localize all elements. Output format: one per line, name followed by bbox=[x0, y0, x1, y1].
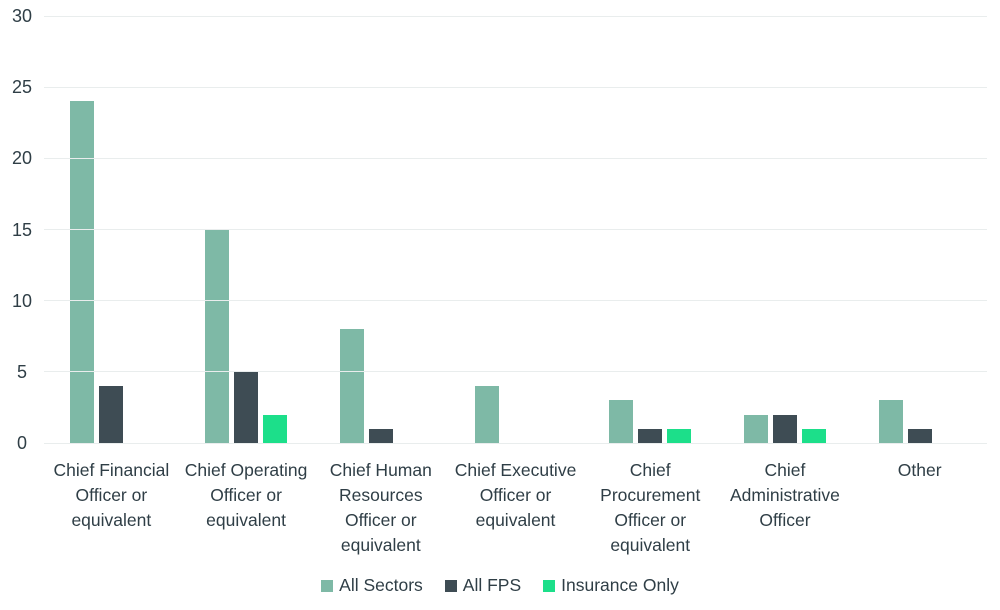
legend-swatch-all-sectors bbox=[321, 579, 334, 592]
gridline-0 bbox=[44, 442, 987, 444]
bar-all-fps bbox=[638, 428, 663, 443]
bar-all-sectors bbox=[743, 414, 768, 443]
bar-all-sectors bbox=[339, 329, 364, 443]
bar-all-sectors bbox=[609, 400, 634, 443]
bar-group-chief-operating-officer-or-equ bbox=[179, 16, 314, 443]
bar-all-fps bbox=[772, 414, 797, 443]
x-axis-category-label: Chief Financial Officer or equivalent bbox=[53, 460, 170, 530]
legend-label: All Sectors bbox=[339, 575, 423, 595]
bar-group-chief-administrative-officer bbox=[718, 16, 853, 443]
x-axis-category-label: Chief Administrative Officer bbox=[730, 460, 840, 530]
x-axis-category-label: Chief Operating Officer or equivalent bbox=[184, 460, 308, 530]
bar-group-chief-human-resources-officer- bbox=[313, 16, 448, 443]
legend-swatch-all-fps bbox=[444, 579, 457, 592]
legend-label: All FPS bbox=[462, 575, 522, 595]
x-axis-category-label: Chief Human Resources Officer or equival… bbox=[329, 460, 432, 555]
gridline-20 bbox=[44, 157, 987, 159]
bar-all-sectors bbox=[70, 101, 95, 443]
x-axis-labels: Chief Financial Officer or equivalent Chi… bbox=[44, 458, 987, 558]
gridline-10 bbox=[44, 300, 987, 302]
bar-all-sectors bbox=[205, 229, 230, 443]
legend-item-all-fps: All FPS bbox=[444, 575, 522, 596]
x-axis-category-label: Chief Procurement Officer or equivalent bbox=[600, 460, 701, 555]
bar-all-fps bbox=[234, 371, 259, 443]
plot-area bbox=[44, 15, 987, 444]
bar-group-chief-procurement-officer-or-e bbox=[583, 16, 718, 443]
bar-insurance-only bbox=[801, 428, 826, 443]
legend-swatch-insurance-only bbox=[543, 579, 556, 592]
y-axis-tick-label: 10 bbox=[11, 290, 33, 311]
bar-all-fps bbox=[907, 428, 932, 443]
y-axis-tick-label: 0 bbox=[16, 433, 27, 453]
y-axis-tick-label: 30 bbox=[11, 6, 33, 26]
legend: All Sectors All FPS Insurance Only bbox=[0, 575, 1000, 596]
bar-all-sectors bbox=[474, 386, 499, 443]
gridline-30 bbox=[44, 15, 987, 17]
bar-all-fps bbox=[99, 386, 124, 443]
gridline-25 bbox=[44, 86, 987, 88]
gridline-15 bbox=[44, 229, 987, 230]
bar-group-other bbox=[852, 16, 987, 443]
legend-item-all-sectors: All Sectors bbox=[321, 575, 423, 596]
bar-all-sectors bbox=[878, 400, 903, 443]
x-axis-category-label: Other bbox=[897, 460, 942, 480]
y-axis-tick-label: 15 bbox=[11, 219, 33, 240]
y-axis-tick-label: 5 bbox=[16, 361, 27, 382]
y-axis-tick-label: 25 bbox=[11, 77, 33, 98]
y-axis-tick-label: 20 bbox=[11, 148, 33, 169]
bar-all-fps bbox=[368, 428, 393, 443]
x-axis-category-label: Chief Executive Officer or equivalent bbox=[454, 460, 577, 530]
bar-group-chief-executive-officer-or-equ bbox=[448, 16, 583, 443]
gridline-5 bbox=[44, 371, 987, 373]
legend-label: Insurance Only bbox=[561, 575, 679, 595]
bar-insurance-only bbox=[667, 428, 692, 443]
bar-insurance-only bbox=[263, 414, 288, 443]
legend-item-insurance-only: Insurance Only bbox=[543, 575, 679, 596]
